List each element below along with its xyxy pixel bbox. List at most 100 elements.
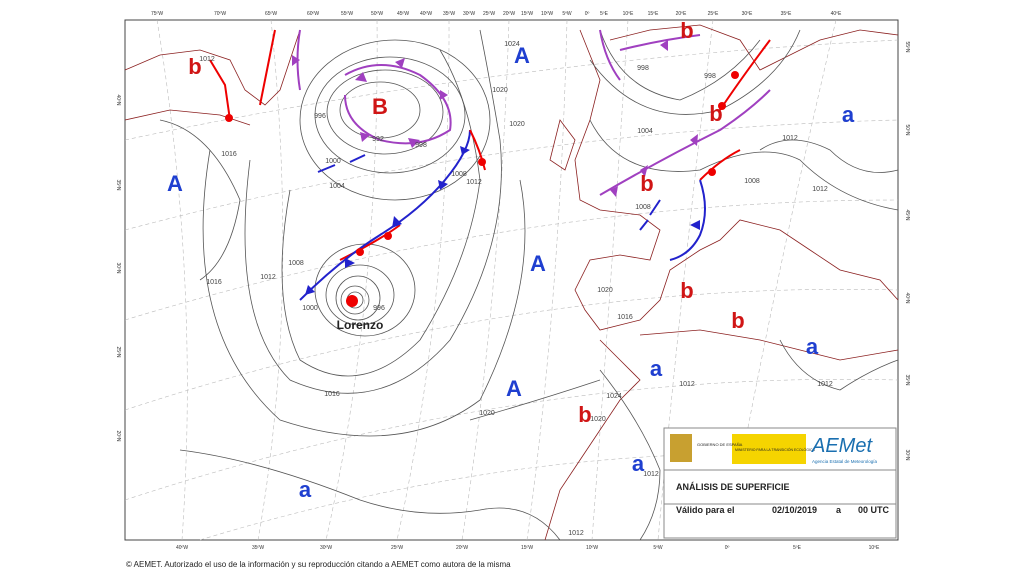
ministry-label: MINISTERIO PARA LA TRANSICIÓN ECOLÓGICA [735,447,815,452]
warm-front [339,224,401,261]
pressure-center: a [842,102,855,127]
lon-label: 30ºW [320,545,332,551]
pressure-center: b [188,54,201,79]
lon-label: 0º [585,11,590,17]
lon-label: 40ºW [176,545,188,551]
gov-label: GOBIERNO DE ESPAÑA [697,442,743,447]
lat-label: 35ºN [904,375,910,386]
isobar-label: 1000 [325,158,341,165]
lon-label: 10ºW [541,11,553,17]
isobar-label: 1012 [568,530,584,537]
isobar-label: 998 [637,65,649,72]
lon-label: 10ºE [623,11,634,17]
isobar-label: 1016 [206,279,222,286]
ministry-band [732,434,806,464]
lat-label: 40ºN [904,293,910,304]
pressure-center: b [709,101,722,126]
isobar-label: 1020 [590,416,606,423]
pressure-center: b [680,278,693,303]
pressure-center: a [650,356,663,381]
lon-label: 30ºE [742,11,753,17]
warm-front [469,129,486,171]
isobar-label: 1012 [782,135,798,142]
cold-front [317,154,366,173]
isobar-label: 1016 [324,391,340,398]
isobar-label: 1012 [817,381,833,388]
isobar-label: 1024 [504,41,520,48]
isobar-label: 1004 [637,128,653,135]
pressure-center: b [680,18,693,43]
lon-label: 55ºW [341,11,353,17]
isobar-label: 1012 [812,186,828,193]
isobar-label: 1008 [451,171,467,178]
lon-label: 25ºE [708,11,719,17]
lon-label: 15ºW [521,11,533,17]
isobar-label: 1012 [679,381,695,388]
warm-front [699,149,741,181]
lon-label: 60ºW [307,11,319,17]
isobar-label: 1012 [466,179,482,186]
isobar-label: 1012 [199,56,215,63]
lon-label: 5ºW [562,11,572,17]
lon-label: 35ºE [781,11,792,17]
isobar-label: 1012 [260,274,276,281]
valid-date: 02/10/2019 [772,505,817,515]
isobar-label: 1016 [617,314,633,321]
occluded-front [619,34,701,51]
isobar-label: 1016 [221,151,237,158]
lon-label: 25ºW [391,545,403,551]
lat-label: 45ºN [904,210,910,221]
lon-label: 5ºE [793,545,802,551]
isobar-label: 992 [372,136,384,143]
lon-label: 65ºW [265,11,277,17]
pressure-center: A [167,171,183,196]
pressure-center: a [299,477,312,502]
cold-front [299,129,471,301]
pressure-center: a [632,451,645,476]
isobar-label: 1008 [744,178,760,185]
warm-front [209,29,276,121]
lat-label: 50ºN [904,125,910,136]
valid-label: Válido para el [676,505,735,515]
lon-label: 40ºE [831,11,842,17]
valid-time: 00 UTC [858,505,890,515]
isobar-label: 1012 [643,471,659,478]
isobar-label: 996 [314,113,326,120]
pressure-center: b [640,171,653,196]
isobars [159,29,899,541]
lon-label: 75ºW [151,11,163,17]
fronts [209,29,771,301]
pressure-center: B [372,94,388,119]
lon-label: 10ºW [586,545,598,551]
lon-label: 70ºW [214,11,226,17]
cold-front [669,179,706,261]
front-symbols [225,40,739,307]
isobar-label: 1024 [606,393,622,400]
isobar-label: 1008 [635,204,651,211]
lon-label: 20ºE [676,11,687,17]
lon-label: 5ºE [600,11,609,17]
isobar-label: 1000 [302,305,318,312]
isobar-label: 998 [704,73,716,80]
lon-label: 25ºW [483,11,495,17]
coat-of-arms [670,434,692,462]
lon-label: 5ºW [653,545,663,551]
lon-label: 35ºW [443,11,455,17]
isobar-label: 1020 [479,410,495,417]
isobar-label: 1004 [329,183,345,190]
lon-label: 40ºW [420,11,432,17]
lat-label: 20ºN [115,431,121,442]
legend-title: ANÁLISIS DE SUPERFICIE [676,482,790,492]
brand: AEMet [811,435,873,457]
occluded-front [599,29,621,81]
occluded-front [599,89,771,196]
lon-label: 20ºW [456,545,468,551]
lon-label: 10ºE [869,545,880,551]
lon-label: 45ºW [397,11,409,17]
brand-sub: Agencia Estatal de Meteorología [812,459,878,464]
lat-label: 55ºN [904,42,910,53]
occluded-front [344,64,452,145]
lon-label: 0º [725,545,730,551]
lat-label: 40ºN [115,95,121,106]
lat-label: 30ºN [904,450,910,461]
